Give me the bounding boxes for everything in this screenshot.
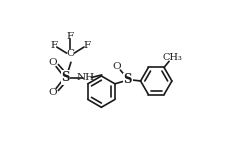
- Text: F: F: [51, 42, 58, 51]
- Text: F: F: [83, 42, 90, 51]
- Text: S: S: [61, 71, 70, 84]
- Text: C: C: [66, 49, 74, 58]
- Text: NH: NH: [77, 73, 95, 82]
- Text: S: S: [124, 73, 132, 86]
- Text: CH₃: CH₃: [162, 53, 182, 62]
- Text: O: O: [48, 88, 57, 97]
- Text: O: O: [48, 58, 57, 67]
- Text: O: O: [112, 62, 121, 71]
- Text: F: F: [67, 32, 74, 41]
